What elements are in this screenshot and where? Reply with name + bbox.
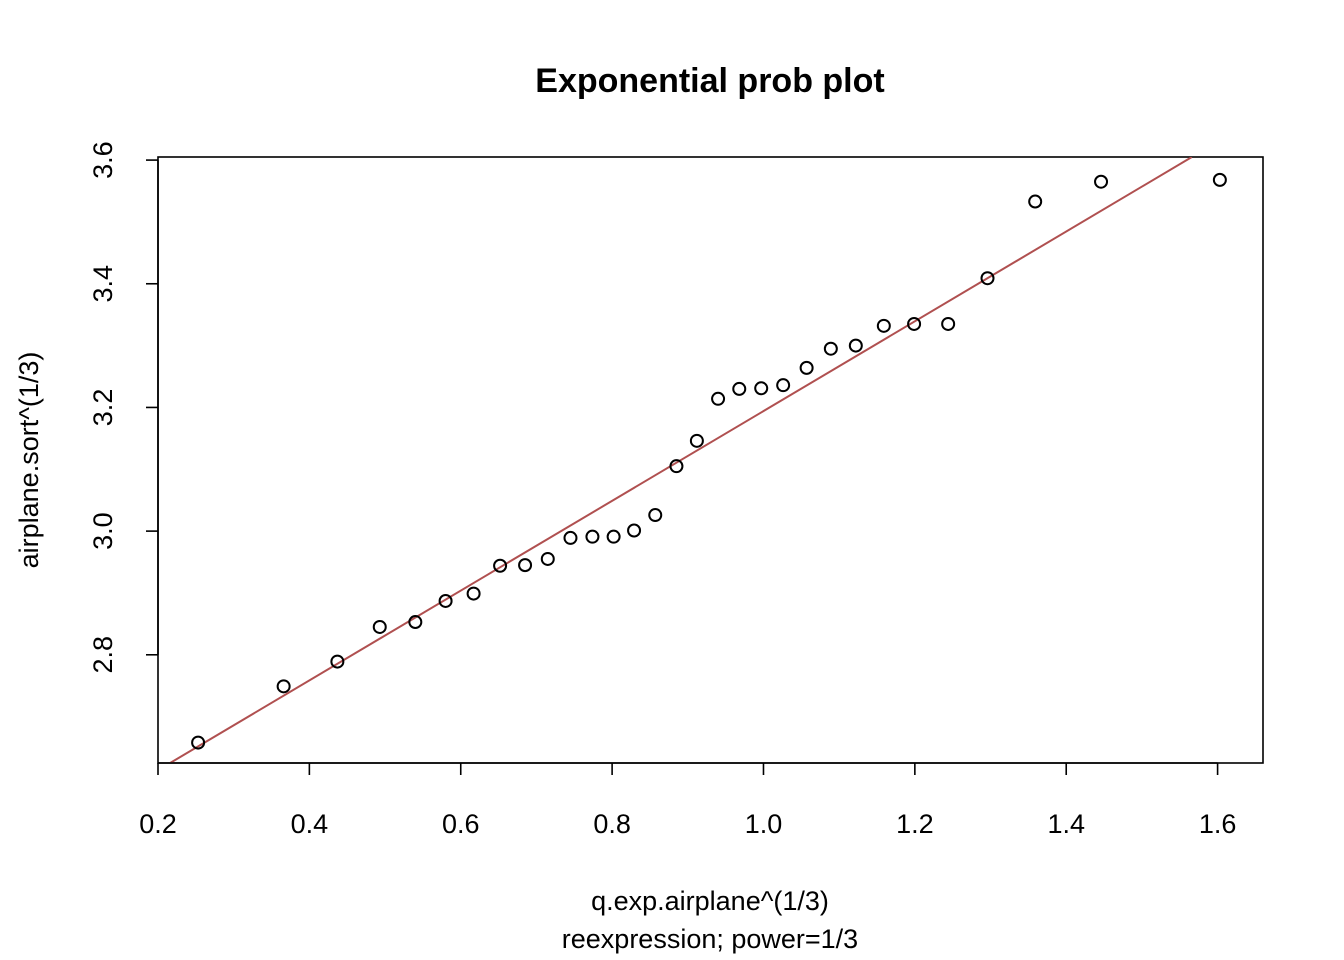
data-point	[438, 593, 453, 608]
data-point	[540, 551, 555, 566]
data-point	[493, 558, 508, 573]
y-axis-label: airplane.sort^(1/3)	[14, 352, 44, 569]
data-point	[799, 360, 814, 375]
x-axis: 0.2 0.4 0.6 0.8 1.0 1.2 1.4 1.6	[139, 762, 1237, 839]
x-tick-label: 1.2	[896, 809, 934, 839]
data-point	[1212, 172, 1227, 187]
data-point	[876, 318, 891, 333]
data-point	[732, 381, 747, 396]
x-tick-label: 0.8	[593, 809, 631, 839]
data-point	[276, 679, 291, 694]
data-point	[627, 523, 642, 538]
x-tick-label: 0.2	[139, 809, 177, 839]
data-point	[1028, 194, 1043, 209]
data-point	[648, 508, 663, 523]
data-point	[776, 378, 791, 393]
y-tick-label: 3.6	[88, 141, 118, 179]
data-point	[754, 381, 769, 396]
chart-title: Exponential prob plot	[535, 62, 884, 100]
data-point	[689, 433, 704, 448]
data-point	[711, 391, 726, 406]
y-axis: 2.8 3.0 3.2 3.4 3.6	[88, 141, 159, 674]
fit-line-layer	[169, 157, 1193, 763]
x-axis-label: q.exp.airplane^(1/3)	[591, 886, 829, 916]
data-point	[372, 619, 387, 634]
data-point	[1094, 174, 1109, 189]
data-point	[330, 654, 345, 669]
data-point	[823, 341, 838, 356]
y-tick-label: 2.8	[88, 636, 118, 674]
y-axis-label-group: airplane.sort^(1/3)	[14, 352, 44, 569]
points-layer	[191, 172, 1227, 750]
data-point	[669, 459, 684, 474]
x-tick-label: 0.6	[442, 809, 480, 839]
x-tick-label: 1.6	[1199, 809, 1237, 839]
data-point	[907, 316, 922, 331]
x-tick-label: 0.4	[291, 809, 329, 839]
data-point	[563, 530, 578, 545]
y-tick-label: 3.4	[88, 265, 118, 303]
x-tick-label: 1.4	[1047, 809, 1085, 839]
data-point	[191, 735, 206, 750]
data-point	[980, 271, 995, 286]
fit-line	[169, 157, 1193, 763]
data-point	[606, 529, 621, 544]
data-point	[466, 586, 481, 601]
y-tick-label: 3.2	[88, 389, 118, 427]
x-tick-label: 1.0	[745, 809, 783, 839]
data-point	[585, 529, 600, 544]
y-tick-label: 3.0	[88, 512, 118, 550]
data-point	[848, 338, 863, 353]
data-point	[941, 316, 956, 331]
data-point	[518, 558, 533, 573]
x-axis-sublabel: reexpression; power=1/3	[562, 924, 858, 954]
data-point	[408, 615, 423, 630]
